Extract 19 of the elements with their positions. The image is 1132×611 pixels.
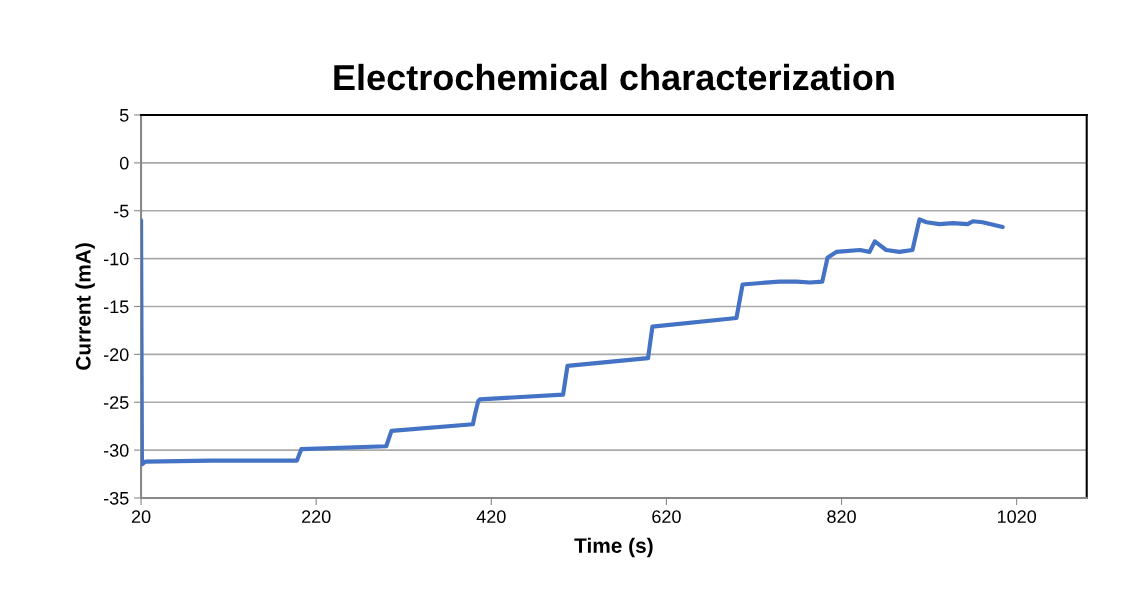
y-tick-label: -30 <box>103 444 129 457</box>
y-tick-label: -20 <box>103 348 129 362</box>
y-tick-label: -25 <box>103 396 129 409</box>
x-axis-title: Time (s) <box>574 537 653 558</box>
x-tick-label: 20 <box>131 510 151 524</box>
x-tick-label: 1020 <box>997 510 1037 524</box>
y-tick-label: -5 <box>113 204 129 218</box>
x-tick-label: 420 <box>476 510 506 524</box>
y-tick-label: 5 <box>119 109 129 122</box>
y-tick-label: -35 <box>103 491 129 505</box>
chart-title: Electrochemical characterization <box>334 63 894 91</box>
x-tick-label: 820 <box>827 510 856 524</box>
y-tick-label: 0 <box>119 156 129 170</box>
line-series <box>141 217 1005 467</box>
y-tick-label: -10 <box>103 252 129 266</box>
x-tick-label: 220 <box>302 510 331 524</box>
x-tick-label: 620 <box>652 510 681 524</box>
y-tick-label: -15 <box>103 300 129 314</box>
y-axis-title: Current (mA) <box>75 243 95 370</box>
